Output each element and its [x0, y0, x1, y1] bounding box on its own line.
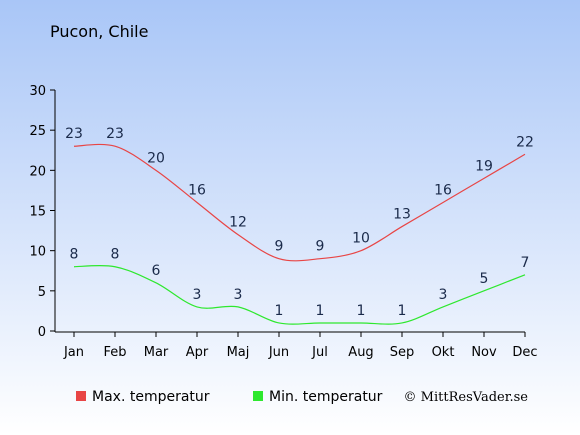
legend-label-min: Min. temperatur — [269, 389, 383, 405]
data-label-max: 12 — [229, 215, 247, 231]
legend-label-max: Max. temperatur — [92, 389, 210, 405]
y-tick-label: 10 — [29, 245, 46, 260]
y-ticks: 0 5 10 15 20 25 30 — [29, 84, 55, 340]
x-tick-label: Maj — [227, 345, 250, 360]
x-tick-label: Jul — [311, 345, 328, 360]
data-label-max: 9 — [275, 239, 284, 255]
series-line-min — [73, 264, 526, 325]
x-ticks: Jan Feb Mar Apr Maj Jun Jul Aug Sep Okt Nov Dec — [63, 332, 538, 360]
series-lines — [73, 143, 526, 325]
x-tick-label: Jan — [63, 345, 84, 360]
data-label-min: 3 — [193, 287, 202, 303]
data-label-min: 1 — [357, 303, 366, 319]
data-label-min: 3 — [234, 287, 243, 303]
data-label-min: 1 — [316, 303, 325, 319]
data-label-min: 6 — [152, 263, 161, 279]
data-label-max: 13 — [393, 207, 411, 223]
y-tick-label: 25 — [29, 124, 46, 139]
y-tick-label: 15 — [29, 205, 46, 220]
data-label-max: 20 — [147, 150, 165, 166]
data-label-min: 3 — [439, 287, 448, 303]
legend-swatch-min — [253, 391, 263, 401]
copyright-text: © MittResVader.se — [404, 390, 529, 405]
legend: Max. temperatur Min. temperatur — [76, 389, 383, 405]
x-tick-label: Okt — [432, 345, 455, 360]
data-label-min: 1 — [398, 303, 407, 319]
data-label-min: 8 — [70, 247, 79, 263]
data-label-min: 7 — [521, 255, 530, 271]
data-label-max: 23 — [106, 126, 124, 142]
data-label-min: 8 — [111, 247, 120, 263]
y-tick-label: 20 — [29, 164, 46, 179]
data-label-min: 1 — [275, 303, 284, 319]
data-label-max: 16 — [188, 182, 206, 198]
x-tick-label: Dec — [512, 345, 537, 360]
y-tick-label: 30 — [29, 84, 46, 99]
data-label-max: 22 — [516, 134, 534, 150]
data-label-max: 19 — [475, 158, 493, 174]
x-tick-label: Feb — [103, 345, 126, 360]
data-label-max: 23 — [65, 126, 83, 142]
y-tick-label: 5 — [38, 285, 46, 300]
y-tick-label: 0 — [38, 325, 46, 340]
data-label-max: 16 — [434, 182, 452, 198]
x-tick-label: Mar — [144, 345, 169, 360]
x-tick-label: Apr — [186, 345, 209, 360]
x-tick-label: Jun — [268, 345, 289, 360]
x-tick-label: Sep — [390, 345, 415, 360]
x-tick-label: Nov — [471, 345, 497, 360]
location-title: Pucon, Chile — [50, 22, 148, 41]
legend-swatch-max — [76, 391, 86, 401]
data-label-max: 10 — [352, 231, 370, 247]
data-label-min: 5 — [480, 271, 489, 287]
x-tick-label: Aug — [348, 345, 373, 360]
data-label-max: 9 — [316, 239, 325, 255]
series-line-max — [73, 143, 526, 262]
